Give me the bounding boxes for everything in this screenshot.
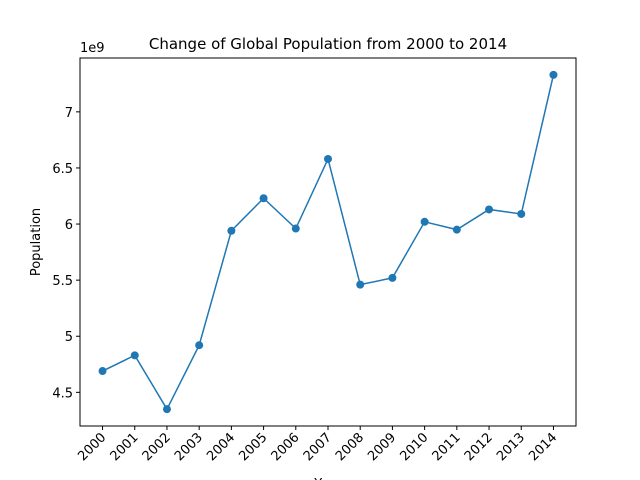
marker (356, 280, 365, 289)
marker (452, 225, 461, 234)
y-axis-label: Population (29, 208, 44, 276)
y-tick-label: 5 (65, 330, 73, 345)
marker (98, 367, 107, 376)
marker (195, 341, 204, 350)
marker (549, 70, 558, 79)
marker (388, 273, 397, 282)
chart-title: Change of Global Population from 2000 to… (149, 35, 507, 53)
y-tick-label: 5.5 (52, 274, 73, 289)
marker (162, 405, 171, 414)
marker (291, 224, 300, 233)
marker (420, 217, 429, 226)
y-tick-label: 4.5 (52, 386, 73, 401)
y-tick-label: 6 (65, 218, 73, 233)
y-tick-label: 6.5 (52, 162, 73, 177)
marker (485, 205, 494, 214)
marker (517, 209, 526, 218)
marker (130, 351, 139, 360)
offset-label: 1e9 (80, 41, 105, 56)
x-axis-label: Year (313, 477, 342, 480)
y-tick-label: 7 (65, 106, 73, 121)
marker (259, 194, 268, 203)
marker (227, 226, 236, 235)
marker (324, 154, 332, 163)
